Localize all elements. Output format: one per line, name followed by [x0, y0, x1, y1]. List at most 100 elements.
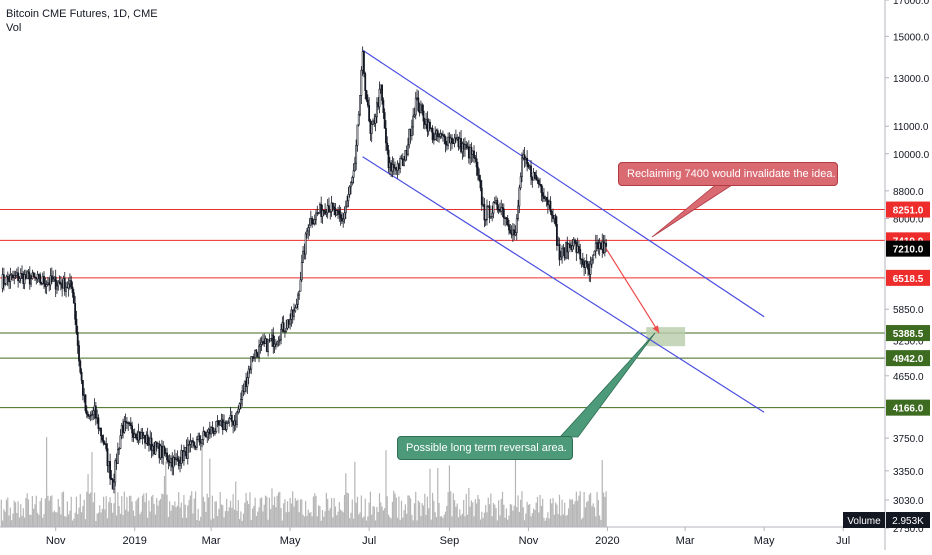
candle-body [325, 212, 328, 215]
candle-body [344, 205, 347, 214]
volume-bar [551, 503, 553, 527]
volume-bar [112, 512, 114, 527]
volume-bar [281, 520, 283, 527]
volume-bar [106, 518, 109, 527]
volume-bar [545, 517, 548, 527]
candle-body [558, 243, 561, 261]
candle-body [475, 158, 478, 168]
volume-bar [66, 501, 68, 527]
volume-bar [583, 491, 585, 527]
volume-bar [350, 512, 352, 527]
y-tick-label: 15000.0 [893, 32, 930, 43]
candle-body [521, 157, 523, 178]
reversal-callout[interactable]: Possible long term reversal area. [397, 436, 573, 460]
volume-bar [255, 515, 258, 527]
volume-bar [529, 504, 531, 527]
candle-body [195, 439, 198, 448]
volume-indicator-label[interactable]: Vol [6, 22, 22, 34]
volume-bar [355, 502, 357, 527]
candle-body [72, 292, 75, 304]
volume-bar [210, 519, 212, 527]
volume-bar [297, 499, 299, 527]
volume-bar [305, 500, 307, 527]
volume-bar [406, 513, 408, 527]
invalidation-callout[interactable]: Reclaiming 7400 would invalidate the ide… [618, 162, 838, 186]
level-price-label-bg [886, 269, 930, 286]
level-price-label: 4942.0 [893, 354, 924, 365]
volume-bar [381, 506, 383, 527]
candle-body [81, 380, 84, 396]
volume-bar [123, 491, 125, 527]
candle-body [110, 477, 113, 480]
candle-body [484, 219, 487, 221]
volume-bar [485, 505, 487, 527]
candle-body [568, 243, 571, 246]
volume-bar [341, 510, 343, 527]
candle-body [284, 330, 286, 333]
volume-bar [351, 499, 353, 527]
volume-bar [75, 496, 78, 527]
volume-bar [293, 506, 295, 527]
volume-bar [44, 498, 46, 527]
volume-bar [373, 506, 375, 527]
volume-bar [470, 500, 473, 527]
candle-body [124, 421, 127, 423]
candle-body [6, 276, 9, 280]
candle-body [578, 245, 580, 250]
candle-body [387, 149, 390, 169]
volume-bar [172, 505, 175, 527]
y-tick-label: 8000.0 [893, 215, 924, 226]
volume-bar [232, 494, 234, 527]
candle-body [317, 212, 320, 215]
channel-lower-line [362, 156, 765, 413]
volume-bar [409, 498, 412, 527]
candle-body [315, 212, 317, 220]
candle-body [329, 211, 332, 213]
volume-bar [29, 514, 31, 527]
candle-body [85, 410, 88, 415]
candle-body [579, 249, 582, 260]
volume-bar [362, 517, 364, 527]
volume-bar [522, 507, 524, 527]
volume-bar [446, 505, 448, 527]
volume-bar [294, 498, 296, 527]
candle-body [378, 88, 381, 108]
candle-body [519, 176, 522, 189]
candle-body [215, 420, 218, 432]
volume-bar [533, 508, 535, 527]
volume-bar [183, 495, 185, 527]
candle-body [365, 90, 368, 101]
candle-body [386, 142, 389, 151]
candle-body [150, 437, 153, 451]
candle-body [237, 408, 240, 413]
candle-body [105, 443, 108, 449]
volume-bar [240, 511, 242, 527]
volume-bar [472, 502, 474, 527]
volume-bar [11, 520, 13, 527]
candle-body [300, 262, 303, 281]
candle-body [353, 162, 356, 172]
volume-bar [411, 514, 413, 527]
candle-body [91, 414, 93, 416]
volume-bar [136, 498, 138, 527]
candle-body [43, 276, 45, 285]
volume-bar [70, 496, 72, 527]
volume-bar [378, 493, 381, 527]
y-tick-label: 8800.0 [893, 187, 924, 198]
candle-body [532, 171, 535, 181]
volume-bar [332, 517, 334, 527]
volume-bar [509, 503, 511, 527]
volume-bar [178, 492, 180, 527]
volume-bar [364, 498, 366, 527]
candle-body [289, 319, 292, 325]
level-price-label: 4166.0 [893, 404, 924, 415]
volume-bar [417, 500, 419, 527]
candle-body [434, 133, 437, 140]
volume-bar [259, 498, 261, 527]
candle-body [251, 356, 254, 359]
volume-bar [431, 492, 434, 527]
candle-body [258, 345, 260, 358]
candle-body [295, 303, 298, 309]
